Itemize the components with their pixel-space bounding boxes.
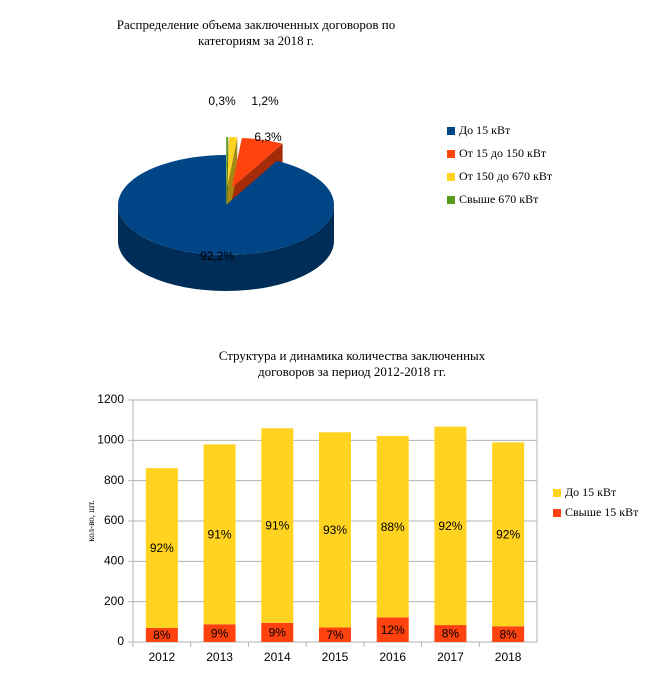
y-tick-label: 1000: [97, 433, 124, 447]
y-tick-label: 600: [104, 513, 124, 527]
x-tick-label: 2017: [437, 650, 464, 664]
x-tick-label: 2018: [495, 650, 522, 664]
bar-segment: [492, 442, 525, 627]
data-label: 8%: [499, 627, 517, 641]
legend-label: От 150 до 670 кВт: [459, 169, 553, 183]
legend-label: До 15 кВт: [459, 123, 511, 137]
bar-segment: [261, 622, 294, 642]
pie-slice: [227, 137, 238, 188]
x-tick-label: 2016: [379, 650, 406, 664]
chart-title: Распределение объема заключенных договор…: [117, 17, 396, 32]
data-label: 9%: [269, 626, 287, 640]
legend-label: До 15 кВт: [565, 485, 617, 499]
data-label: 12%: [381, 623, 405, 637]
pie-slice: [226, 137, 229, 188]
data-label: 91%: [208, 527, 232, 541]
data-label: 93%: [323, 523, 347, 537]
legend-label: Свыше 670 кВт: [459, 192, 539, 206]
data-label: 91%: [265, 519, 289, 533]
pie-slice-side: [118, 205, 334, 291]
bar-segment: [376, 617, 409, 642]
data-label: 8%: [442, 627, 460, 641]
data-label: 1,2%: [251, 94, 279, 108]
y-tick-label: 200: [104, 594, 124, 608]
y-tick-label: 0: [117, 634, 124, 648]
pie-slice: [118, 155, 335, 255]
bar-segment: [319, 627, 351, 642]
legend-swatch: [553, 509, 561, 517]
y-tick-label: 1200: [97, 392, 124, 406]
bar-segment: [492, 626, 525, 642]
bar-segment: [376, 435, 409, 618]
data-label: 92%: [438, 519, 462, 533]
legend-label: От 15 до 150 кВт: [459, 146, 547, 160]
bar-segment: [145, 468, 178, 628]
bar-segment: [203, 444, 236, 625]
pie-slice-wall: [227, 137, 238, 224]
bar-segment: [434, 625, 467, 642]
data-label: 9%: [211, 626, 229, 640]
bar-segment: [203, 624, 236, 642]
chart-title: категориям за 2018 г.: [198, 33, 314, 48]
legend-swatch: [447, 127, 455, 135]
pie-slice-wall: [226, 137, 229, 224]
x-tick-label: 2012: [149, 650, 176, 664]
legend-swatch: [553, 489, 561, 497]
data-label: 7%: [326, 628, 344, 642]
bar-segment: [319, 432, 351, 628]
legend-swatch: [447, 150, 455, 158]
data-label: 92%: [496, 527, 520, 541]
legend-label: Свыше 15 кВт: [565, 505, 639, 519]
bar-segment: [434, 426, 467, 626]
y-tick-label: 800: [104, 473, 124, 487]
x-tick-label: 2015: [322, 650, 349, 664]
x-tick-label: 2014: [264, 650, 291, 664]
y-axis-title: кол-во, шт.: [86, 500, 96, 541]
data-label: 0,3%: [208, 94, 236, 108]
data-label: 92%: [150, 541, 174, 555]
data-label: 6,3%: [254, 130, 282, 144]
chart-title: договоров за период 2012-2018 гг.: [258, 364, 446, 379]
legend-swatch: [447, 196, 455, 204]
chart-title: Структура и динамика количества заключен…: [219, 348, 486, 363]
data-label: 88%: [381, 520, 405, 534]
y-tick-label: 400: [104, 554, 124, 568]
x-tick-label: 2013: [206, 650, 233, 664]
data-label: 8%: [153, 628, 171, 642]
bar-segment: [261, 428, 294, 623]
legend-swatch: [447, 173, 455, 181]
pie-slice: [231, 137, 283, 188]
data-label: 92,2%: [200, 249, 234, 263]
bar-segment: [145, 627, 178, 642]
